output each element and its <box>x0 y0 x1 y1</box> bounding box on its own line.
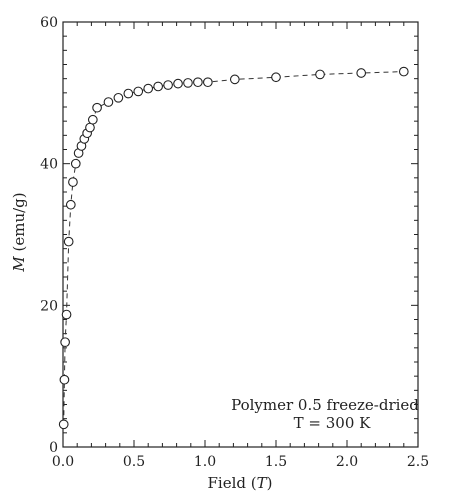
data-point <box>87 114 98 125</box>
y-tick-label: 60 <box>40 15 58 31</box>
x-axis-label: Field (T) <box>208 474 273 492</box>
data-point <box>398 66 409 77</box>
x-tick-labels: 0.0 0.5 1.0 1.5 2.0 2.5 <box>52 454 429 470</box>
data-point <box>92 102 102 113</box>
axis-ticks <box>62 21 419 448</box>
annotation-temperature: T = 300 K <box>294 414 372 432</box>
data-point <box>113 92 124 103</box>
data-point <box>65 199 76 210</box>
y-axis-label: M (emu/g) <box>10 192 28 272</box>
data-point <box>173 78 183 89</box>
x-tick-label: 2.0 <box>336 454 358 470</box>
plot-frame <box>62 21 419 448</box>
data-point <box>103 97 114 107</box>
data-point <box>229 74 240 85</box>
x-tick-label: 1.5 <box>265 454 287 470</box>
data-points <box>58 66 409 430</box>
x-tick-label: 0.0 <box>52 454 74 470</box>
data-point <box>59 374 70 385</box>
data-point <box>58 419 69 430</box>
data-point <box>153 81 163 92</box>
data-point <box>60 337 70 348</box>
data-point <box>68 177 78 187</box>
y-tick-label: 20 <box>40 298 58 314</box>
data-point <box>193 77 203 88</box>
data-point <box>271 72 281 83</box>
data-point <box>183 78 193 88</box>
data-point <box>70 158 81 169</box>
data-point <box>133 86 144 97</box>
data-point <box>143 83 154 94</box>
data-point <box>356 68 367 78</box>
annotation-sample: Polymer 0.5 freeze-dried <box>231 396 419 414</box>
y-tick-labels: 0 20 40 60 <box>40 15 58 456</box>
y-tick-label: 40 <box>40 157 58 173</box>
data-point <box>163 80 173 90</box>
series-dashed-line <box>63 71 404 425</box>
x-tick-label: 2.5 <box>407 454 429 470</box>
data-point <box>61 309 72 320</box>
data-point <box>63 236 74 247</box>
data-point <box>123 88 134 99</box>
y-tick-label: 0 <box>49 440 58 456</box>
data-point <box>315 69 325 80</box>
x-tick-label: 0.5 <box>123 454 145 470</box>
x-tick-label: 1.0 <box>194 454 216 470</box>
data-point <box>202 77 213 88</box>
